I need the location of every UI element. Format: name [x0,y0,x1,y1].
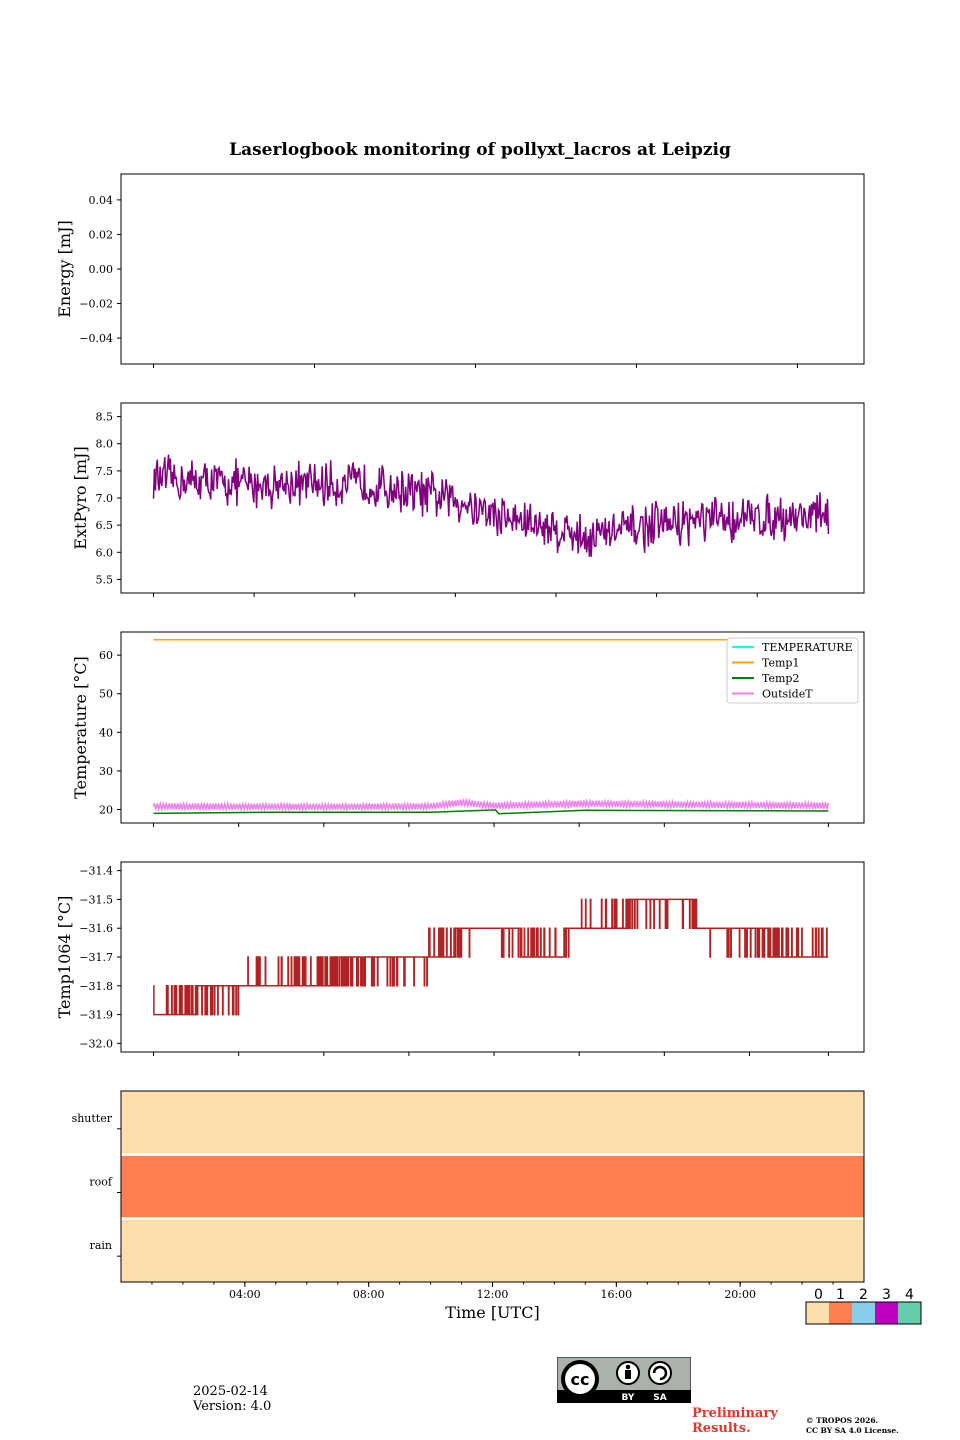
legend-label-temp1: Temp1 [762,657,799,670]
colorbar-label-2: 2 [859,1287,868,1303]
temp1064-ytick-label: −31.9 [79,1009,113,1022]
status-xtick-label: 12:00 [477,1288,509,1301]
footer-date-version: 2025-02-14 Version: 4.0 [193,1384,271,1414]
status-row-shutter [121,1091,864,1155]
copyright-line2: CC BY SA 4.0 License. [806,1426,899,1435]
panel-temp1064: −31.4 −31.5 −31.6 −31.7 −31.8 −31.9 −32.0 Temp1… [55,861,865,1056]
energy-ytick-label: 0.00 [89,263,114,276]
colorbar-label-1: 1 [836,1287,845,1303]
temp1064-ylabel: Temp1064 [°C] [55,896,74,1019]
temperature-ytick-label: 20 [99,803,113,816]
temperature-series-temp2 [153,809,829,815]
preliminary-results-note: Preliminary Results. [692,1406,778,1436]
energy-ytick-label: −0.02 [79,298,113,311]
extpyro-ytick-label: 5.5 [96,573,114,586]
temp1064-ytick-label: −31.6 [79,922,113,935]
temp1064-ytick-label: −31.5 [79,893,113,906]
status-row-rain [121,1218,864,1282]
temperature-ytick-label: 60 [99,649,113,662]
colorbar-label-3: 3 [882,1287,891,1303]
temperature-series-outsidet [152,797,830,813]
colorbar-cell-1 [829,1302,852,1324]
temperature-ytick-label: 40 [99,726,113,739]
colorbar-cell-3 [875,1302,898,1324]
temp1064-ytick-label: −31.8 [79,980,113,993]
temperature-ytick-label: 30 [99,765,113,778]
footer-version: Version: 4.0 [193,1399,272,1414]
sa-share-icon [648,1361,672,1385]
cc-by-label: BY [622,1393,635,1403]
colorbar-label-4: 4 [905,1287,914,1303]
extpyro-ylabel: ExtPyro [mJ] [71,446,90,549]
extpyro-ytick-label: 8.5 [96,411,114,424]
status-xtick-label: 16:00 [600,1288,632,1301]
panel-status: shutter roof rain 04:00 08:00 12:00 16:00 20:00… [72,1090,865,1322]
x-axis-label: Time [UTC] [445,1303,539,1322]
legend-label-temperature: TEMPERATURE [762,641,853,654]
status-row-label-rain: rain [90,1239,112,1252]
status-row-roof [121,1154,864,1219]
extpyro-ytick-label: 6.5 [96,519,114,532]
status-row-label-shutter: shutter [72,1112,113,1125]
temperature-ytick-label: 50 [99,688,113,701]
temperature-ylabel: Temperature [°C] [71,656,90,799]
extpyro-ytick-label: 6.0 [96,546,114,559]
colorbar-frame [805,1301,922,1325]
legend-label-temp2: Temp2 [762,672,799,685]
temp1064-axes-frame [120,861,865,1053]
energy-ytick-label: 0.04 [89,194,114,207]
cc-sa-label: SA [653,1393,666,1403]
status-xtick-label: 08:00 [353,1288,385,1301]
status-xtick-label: 20:00 [724,1288,756,1301]
svg-text:cc: cc [571,1370,590,1389]
status-xtick-label: 04:00 [229,1288,261,1301]
colorbar-cell-4 [898,1302,921,1324]
energy-ytick-label: −0.04 [79,332,113,345]
temperature-legend: TEMPERATURE Temp1 Temp2 OutsideT [726,637,859,704]
extpyro-series-line [152,454,830,557]
status-row-label-roof: roof [89,1176,113,1189]
colorbar-cell-2 [852,1302,875,1324]
energy-axes-frame [120,173,865,365]
extpyro-ytick-label: 7.0 [96,492,114,505]
panel-temperature: 60 50 40 30 20 Temperature [°C] TEMPERATURE Tem… [71,631,865,827]
temp1064-ytick-label: −31.4 [79,865,113,878]
copyright-note: © TROPOS 2026. CC BY SA 4.0 License. [806,1416,899,1436]
energy-ytick-label: 0.02 [89,228,114,241]
colorbar-cell-0 [806,1302,829,1324]
cc-license-badge: cc BY SA [557,1357,691,1403]
figure-title: Laserlogbook monitoring of pollyxt_lacro… [229,140,731,160]
copyright-line1: © TROPOS 2026. [806,1416,879,1425]
legend-label-outsidet: OutsideT [762,688,813,701]
colorbar-label-0: 0 [814,1287,823,1303]
temp1064-ytick-label: −31.7 [79,951,113,964]
panel-extpyro: 8.5 8.0 7.5 7.0 6.5 6.0 5.5 ExtPyro [mJ] [71,402,865,597]
extpyro-ytick-label: 7.5 [96,465,114,478]
temp1064-series-line [153,898,829,1016]
footer-date: 2025-02-14 [193,1384,268,1399]
extpyro-axes-frame [120,402,865,594]
panel-energy: 0.04 0.02 0.00 −0.02 −0.04 Energy [mJ] [55,173,865,368]
legend-frame [726,637,859,704]
temp1064-ytick-label: −32.0 [79,1037,113,1050]
energy-ylabel: Energy [mJ] [55,220,74,318]
extpyro-ytick-label: 8.0 [96,438,114,451]
